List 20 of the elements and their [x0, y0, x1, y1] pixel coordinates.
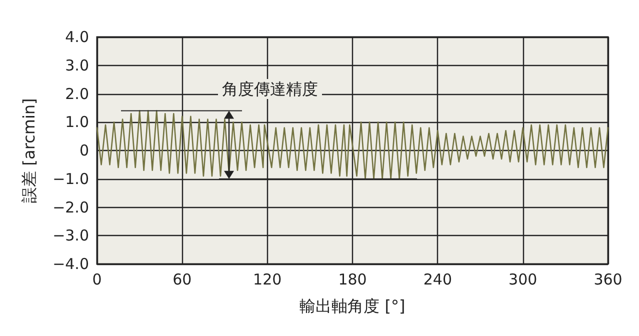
x-tick-label: 60 — [172, 270, 192, 288]
y-tick-label: −3.0 — [52, 226, 89, 245]
y-axis-title: 誤差 [arcmin] — [20, 98, 38, 203]
x-tick-label: 0 — [92, 270, 102, 288]
y-tick-label: 0 — [79, 142, 89, 160]
y-tick-label: −2.0 — [52, 198, 89, 216]
y-tick-label: −1.0 — [52, 170, 89, 188]
y-tick-label: 1.0 — [65, 113, 89, 132]
y-tick-label: 2.0 — [65, 84, 89, 103]
x-tick-label: 300 — [508, 270, 538, 288]
annotation: 角度傳達精度 — [222, 80, 318, 98]
x-tick-label: 120 — [253, 270, 282, 288]
x-tick-label: 240 — [423, 270, 452, 288]
y-tick-label: 4.0 — [65, 28, 89, 46]
line-series — [96, 110, 609, 180]
y-tick-label: −4.0 — [52, 255, 89, 273]
x-tick-label: 360 — [594, 270, 622, 288]
y-tick-label: 3.0 — [65, 56, 89, 74]
x-tick-label: 180 — [338, 270, 367, 288]
x-axis-title: 輸出軸角度 [°] — [300, 296, 406, 316]
